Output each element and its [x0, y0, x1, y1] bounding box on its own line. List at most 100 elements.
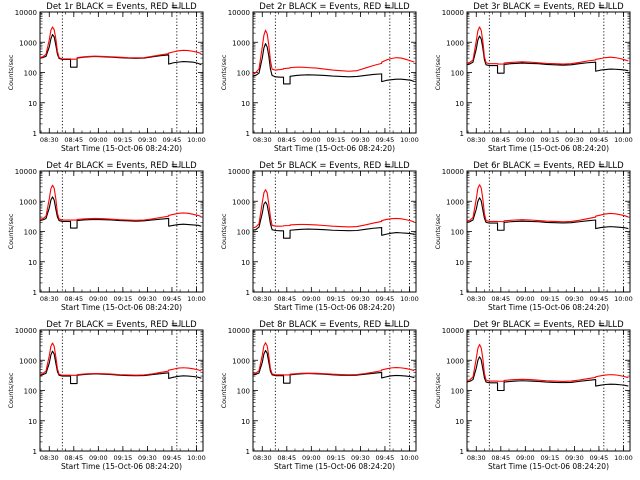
x-tick-label: 10:00 — [400, 454, 419, 462]
y-tick-label: 100 — [451, 388, 464, 396]
chart-panel: Det 8r BLACK = Events, RED = LLD 1 10 100 10… — [220, 320, 419, 471]
x-tick-label: 09:30 — [138, 454, 157, 462]
bracket-marker — [599, 320, 608, 327]
x-tick-label: 08:30 — [40, 136, 59, 144]
x-tick-label: 08:30 — [467, 136, 486, 144]
chart-panel: Det 9r BLACK = Events, RED = LLD 1 10 100 10… — [434, 320, 633, 471]
y-tick-label: 10 — [455, 100, 464, 108]
y-axis-label: Counts/sec — [434, 54, 442, 90]
x-tick-label: 10:00 — [400, 295, 419, 303]
x-tick-label: 09:15 — [113, 454, 132, 462]
x-tick-label: 09:00 — [302, 454, 321, 462]
plot-frame — [252, 11, 417, 134]
plot-frame — [466, 11, 631, 134]
x-axis-label: Start Time (15-Oct-06 08:24:20) — [488, 303, 609, 312]
series-line-lld — [40, 26, 202, 60]
x-tick-label: 08:30 — [253, 454, 272, 462]
y-axis-label: Counts/sec — [7, 372, 15, 408]
y-tick-label: 100 — [237, 388, 250, 396]
y-tick-label: 1 — [460, 448, 464, 456]
y-tick-label: 10000 — [442, 327, 464, 335]
bracket-marker — [385, 320, 394, 327]
y-tick-label: 1000 — [446, 198, 464, 206]
x-tick-label: 09:45 — [163, 136, 182, 144]
x-tick-label: 09:45 — [163, 295, 182, 303]
chart-title: Det 1r BLACK = Events, RED = LLD — [46, 2, 197, 12]
y-tick-label: 1000 — [232, 39, 250, 47]
y-tick-label: 100 — [237, 70, 250, 78]
y-tick-label: 10000 — [442, 9, 464, 17]
x-tick-label: 08:45 — [277, 136, 296, 144]
y-tick-label: 10000 — [15, 327, 37, 335]
y-tick-label: 10000 — [442, 168, 464, 176]
series-line-events — [467, 197, 629, 231]
x-tick-label: 09:45 — [376, 295, 395, 303]
series-line-events — [253, 43, 415, 85]
y-axis-label: Counts/sec — [434, 372, 442, 408]
x-tick-label: 09:45 — [590, 136, 609, 144]
y-axis-label: Counts/sec — [220, 372, 228, 408]
x-tick-label: 09:45 — [376, 454, 395, 462]
chart-panel: Det 2r BLACK = Events, RED = LLD 1 10 100 10… — [220, 2, 419, 153]
x-tick-label: 09:30 — [565, 295, 584, 303]
y-tick-label: 1000 — [446, 39, 464, 47]
chart-title: Det 6r BLACK = Events, RED = LLD — [473, 161, 624, 171]
y-tick-label: 10 — [28, 418, 37, 426]
x-tick-label: 09:15 — [540, 295, 559, 303]
chart-panel: Det 5r BLACK = Events, RED = LLD 1 10 100 10… — [220, 161, 419, 312]
x-axis-label: Start Time (15-Oct-06 08:24:20) — [61, 144, 182, 153]
x-tick-label: 09:15 — [540, 454, 559, 462]
x-tick-label: 08:45 — [277, 295, 296, 303]
y-tick-label: 10000 — [228, 9, 250, 17]
bracket-marker — [385, 2, 394, 9]
y-tick-label: 1000 — [446, 357, 464, 365]
series-line-lld — [253, 342, 415, 376]
series-line-events — [253, 201, 415, 239]
x-tick-label: 10:00 — [400, 136, 419, 144]
y-axis-label: Counts/sec — [7, 213, 15, 249]
y-tick-label: 10 — [455, 259, 464, 267]
x-tick-label: 09:45 — [590, 454, 609, 462]
y-tick-label: 1 — [246, 130, 250, 138]
y-tick-label: 1 — [246, 289, 250, 297]
y-tick-label: 10000 — [15, 168, 37, 176]
y-tick-label: 10 — [28, 259, 37, 267]
chart-title: Det 5r BLACK = Events, RED = LLD — [259, 161, 410, 171]
x-tick-label: 09:45 — [590, 295, 609, 303]
x-tick-label: 09:15 — [113, 136, 132, 144]
x-tick-label: 09:30 — [351, 295, 370, 303]
y-tick-label: 10 — [241, 259, 250, 267]
x-tick-label: 09:00 — [89, 136, 108, 144]
series-line-lld — [467, 184, 629, 223]
x-tick-label: 10:00 — [614, 295, 633, 303]
x-tick-label: 09:00 — [89, 454, 108, 462]
y-tick-label: 1000 — [19, 357, 37, 365]
x-tick-label: 09:15 — [326, 136, 345, 144]
x-tick-label: 09:30 — [138, 295, 157, 303]
y-tick-label: 100 — [451, 70, 464, 78]
chart-panel: Det 3r BLACK = Events, RED = LLD 1 10 100 10… — [434, 2, 633, 153]
x-tick-label: 08:45 — [64, 295, 83, 303]
x-tick-label: 08:45 — [491, 454, 510, 462]
x-tick-label: 08:30 — [253, 136, 272, 144]
x-tick-label: 08:45 — [277, 454, 296, 462]
y-tick-label: 1 — [33, 448, 37, 456]
plot-frame — [39, 329, 204, 452]
x-tick-label: 09:15 — [326, 454, 345, 462]
x-axis-label: Start Time (15-Oct-06 08:24:20) — [61, 303, 182, 312]
bracket-marker — [385, 161, 394, 168]
plot-frame — [466, 170, 631, 293]
y-tick-label: 1 — [246, 448, 250, 456]
y-tick-label: 1 — [460, 130, 464, 138]
y-axis-label: Counts/sec — [7, 54, 15, 90]
plot-frame — [252, 329, 417, 452]
x-tick-label: 09:30 — [351, 136, 370, 144]
plot-frame — [466, 329, 631, 452]
y-tick-label: 10 — [28, 100, 37, 108]
plot-frame — [39, 170, 204, 293]
chart-title: Det 2r BLACK = Events, RED = LLD — [259, 2, 410, 12]
x-tick-label: 10:00 — [614, 454, 633, 462]
plot-frame — [252, 170, 417, 293]
y-tick-label: 1 — [33, 130, 37, 138]
